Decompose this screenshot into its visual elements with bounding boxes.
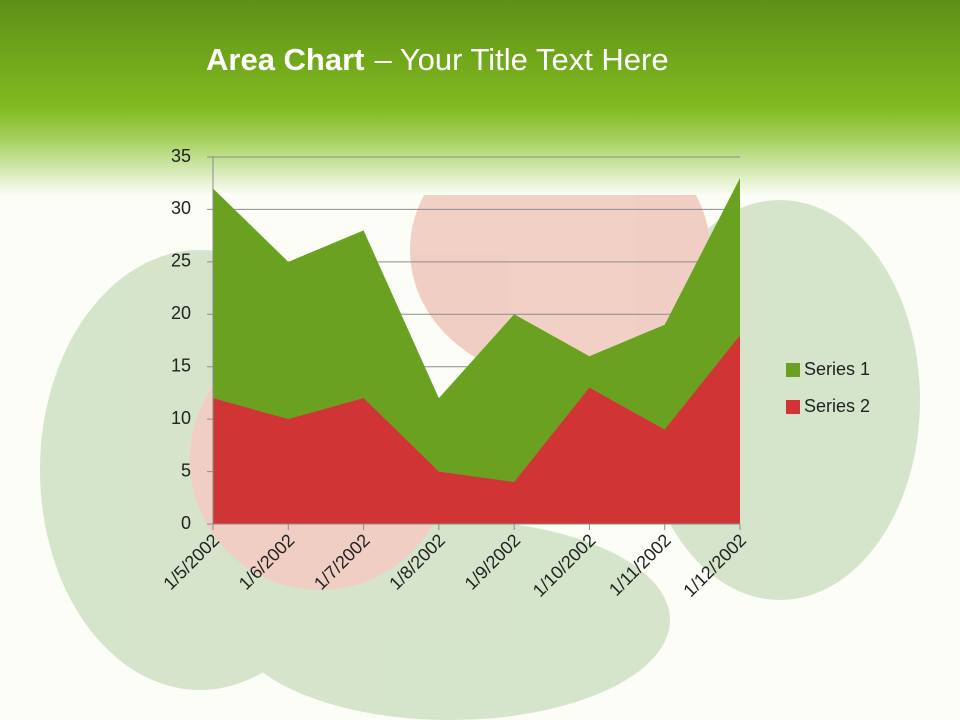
y-tick-label: 25 xyxy=(171,251,191,271)
legend-label: Series 2 xyxy=(804,396,870,416)
title-bold: Area Chart xyxy=(206,42,365,77)
legend-swatch xyxy=(786,400,800,414)
area xyxy=(213,335,740,524)
y-tick-label: 30 xyxy=(171,198,191,218)
legend-label: Series 1 xyxy=(804,359,870,379)
y-tick-label: 20 xyxy=(171,303,191,323)
legend-swatch xyxy=(786,363,800,377)
y-tick-label: 10 xyxy=(171,408,191,428)
header-band xyxy=(0,0,960,195)
y-tick-label: 0 xyxy=(181,513,191,533)
y-tick-label: 15 xyxy=(171,355,191,375)
y-tick-label: 5 xyxy=(181,460,191,480)
y-tick-label: 35 xyxy=(171,146,191,166)
title-rest: – Your Title Text Here xyxy=(375,42,669,77)
chart-title: Area Chart – Your Title Text Here xyxy=(206,42,669,77)
